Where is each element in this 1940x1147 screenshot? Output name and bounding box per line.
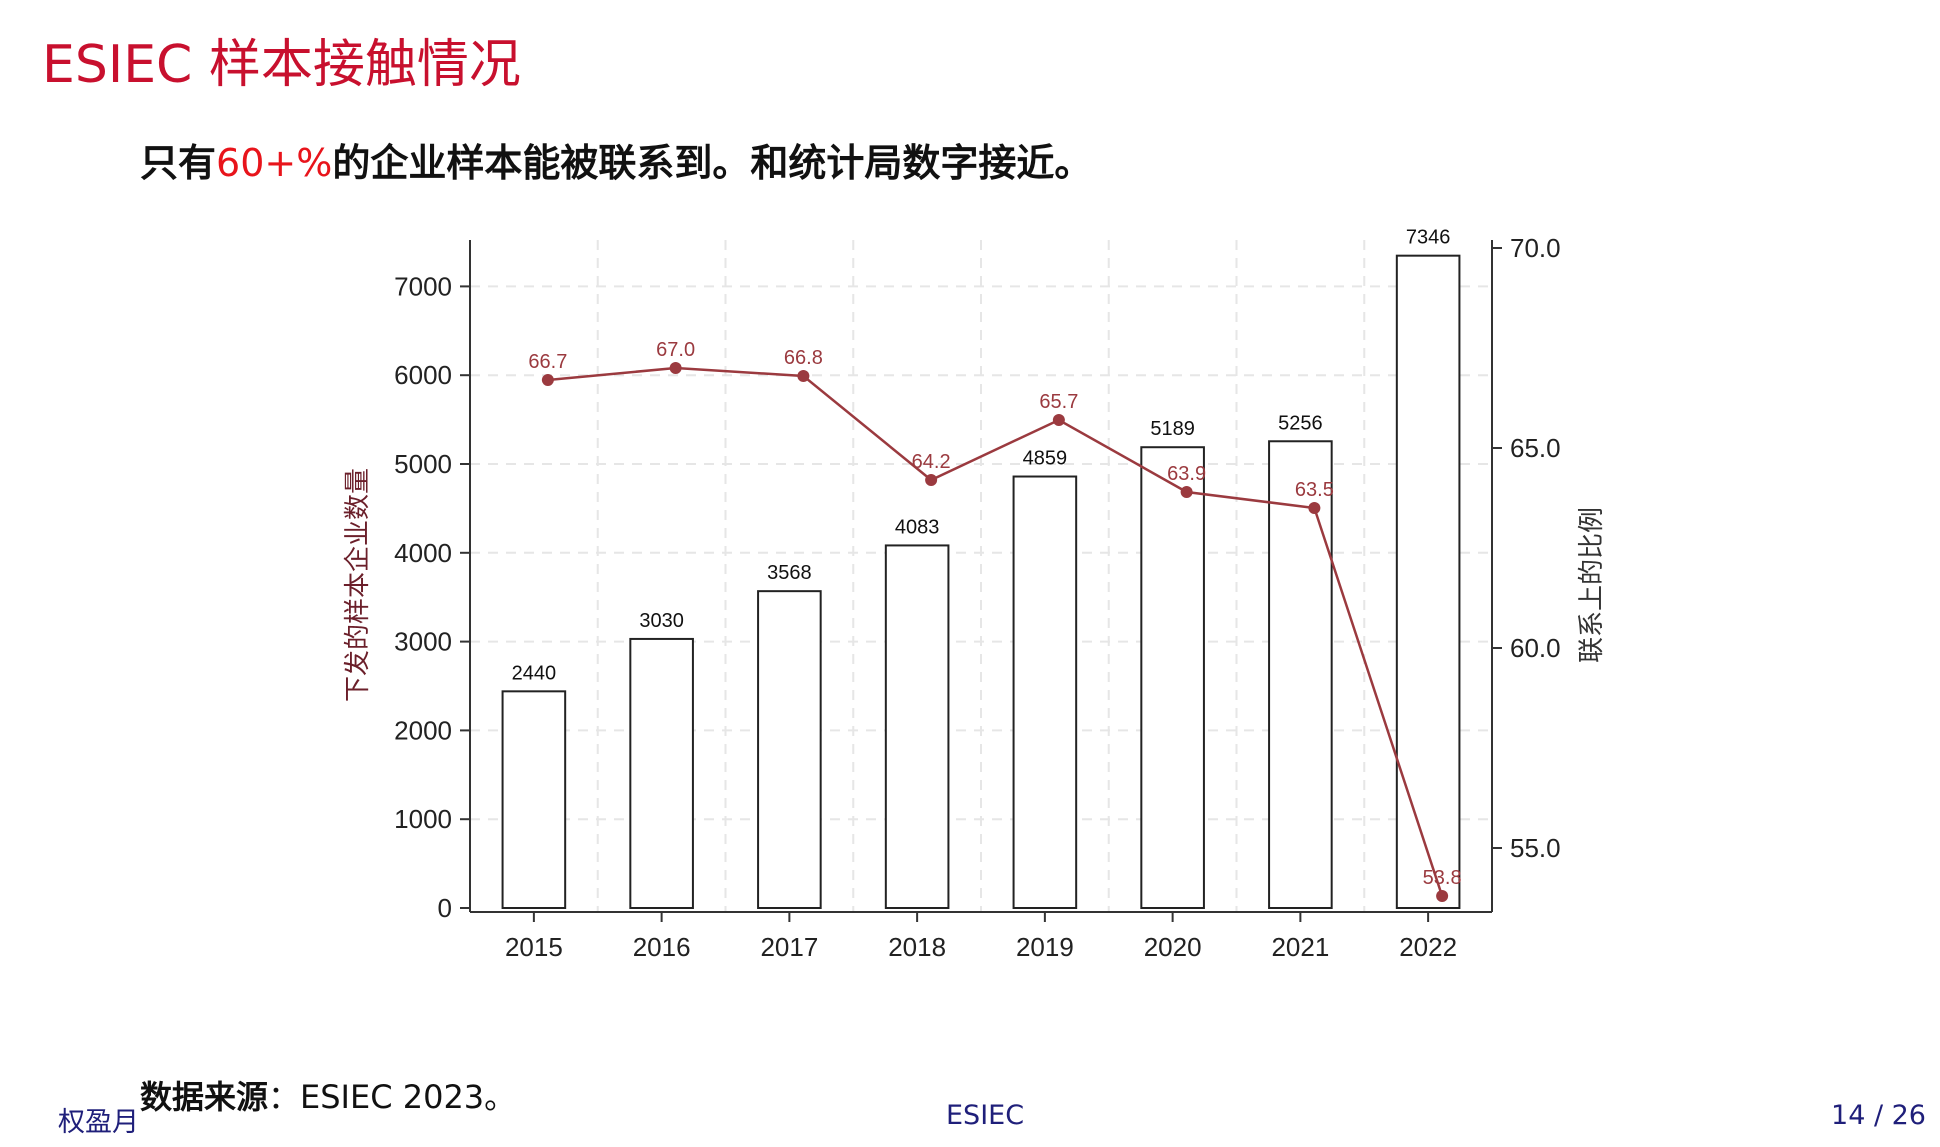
bar-value-label: 7346 — [1406, 227, 1451, 249]
bar-series: 2440 3030 3568 4083 4859 5189 5256 7346 — [501, 227, 1461, 910]
line-series: 66.7 67.0 66.8 64.2 65.7 63.9 63.5 53.8 — [528, 339, 1462, 902]
line-series-path — [547, 366, 1444, 897]
bar-value-label: 2440 — [512, 662, 557, 684]
bar — [884, 544, 950, 910]
bar — [1268, 440, 1333, 909]
source-text: ：ESIEC 2023。 — [268, 1078, 517, 1116]
line-value-label: 65.7 — [1039, 391, 1078, 413]
bar-value-label: 3568 — [767, 562, 812, 584]
slide-title: ESIEC 样本接触情况 — [42, 35, 521, 95]
y-left-tick-label: 0 — [438, 893, 452, 923]
y-right-tick-label: 65.0 — [1510, 433, 1561, 463]
y-right-tick-label: 60.0 — [1510, 633, 1561, 663]
bar-value-label: 5189 — [1150, 418, 1195, 440]
subtitle-prefix: 只有 — [140, 141, 217, 185]
slide-subtitle: 只有60+%的企业样本能被联系到。和统计局数字接近。 — [140, 132, 1092, 187]
y-left-tick-label: 3000 — [394, 627, 452, 657]
line-value-label: 63.5 — [1295, 479, 1334, 501]
line-point — [797, 370, 810, 382]
chart-grid — [470, 240, 1492, 912]
line-point — [541, 374, 554, 386]
bar — [1012, 475, 1078, 909]
bar — [1140, 446, 1205, 909]
y-right-tick-label: 55.0 — [1510, 833, 1561, 863]
bar — [629, 637, 694, 909]
line-value-label: 67.0 — [656, 339, 695, 361]
y-left-tick-label: 4000 — [394, 538, 452, 568]
x-tick-label: 2017 — [760, 932, 818, 962]
bar — [501, 690, 567, 909]
y-axis-right-label: 联系上的比例 — [1576, 507, 1606, 663]
subtitle-highlight: 60+% — [216, 141, 333, 185]
bar-value-label: 4083 — [895, 516, 940, 538]
y-left-tick-label: 1000 — [394, 804, 452, 834]
footer-center: ESIEC — [946, 1100, 1025, 1131]
line-value-label: 66.7 — [528, 351, 567, 373]
line-value-label: 64.2 — [912, 451, 951, 473]
y-left-tick-label: 5000 — [394, 449, 452, 479]
line-value-label: 66.8 — [784, 347, 823, 369]
y-left-tick-label: 7000 — [394, 271, 452, 301]
line-value-label: 63.9 — [1167, 463, 1206, 485]
y-axis-left-label: 下发的样本企业数量 — [342, 468, 372, 702]
bar-value-label: 4859 — [1023, 448, 1068, 470]
x-tick-label: 2015 — [505, 932, 563, 962]
y-left-tick-label: 2000 — [394, 715, 452, 745]
bar-value-label: 5256 — [1278, 412, 1323, 434]
x-tick-label: 2018 — [888, 932, 946, 962]
data-source-note: 数据来源：ESIEC 2023。 — [140, 1072, 516, 1118]
line-point — [925, 474, 938, 486]
footer-author: 权盈月 — [58, 1107, 139, 1138]
x-tick-label: 2022 — [1399, 932, 1457, 962]
line-point — [669, 362, 682, 374]
chart-axes: 0 1000 2000 3000 4000 5000 6000 7000 55.0 60.0 65.… — [394, 233, 1560, 962]
line-point — [1308, 502, 1321, 514]
x-tick-label: 2021 — [1271, 932, 1329, 962]
source-label: 数据来源 — [140, 1078, 269, 1116]
x-tick-label: 2020 — [1144, 932, 1202, 962]
bar-value-label: 3030 — [639, 610, 684, 632]
footer-page-number: 14 / 26 — [1831, 1100, 1926, 1131]
x-tick-label: 2019 — [1016, 932, 1074, 962]
line-point — [1052, 414, 1065, 426]
y-right-tick-label: 70.0 — [1510, 233, 1561, 263]
line-point — [1436, 890, 1449, 902]
y-left-tick-label: 6000 — [394, 360, 452, 390]
bar — [1395, 254, 1461, 910]
bar — [757, 590, 822, 910]
subtitle-suffix: 的企业样本能被联系到。和统计局数字接近。 — [332, 141, 1093, 185]
x-tick-label: 2016 — [633, 932, 691, 962]
line-point — [1180, 486, 1193, 498]
line-value-label: 53.8 — [1423, 867, 1462, 889]
